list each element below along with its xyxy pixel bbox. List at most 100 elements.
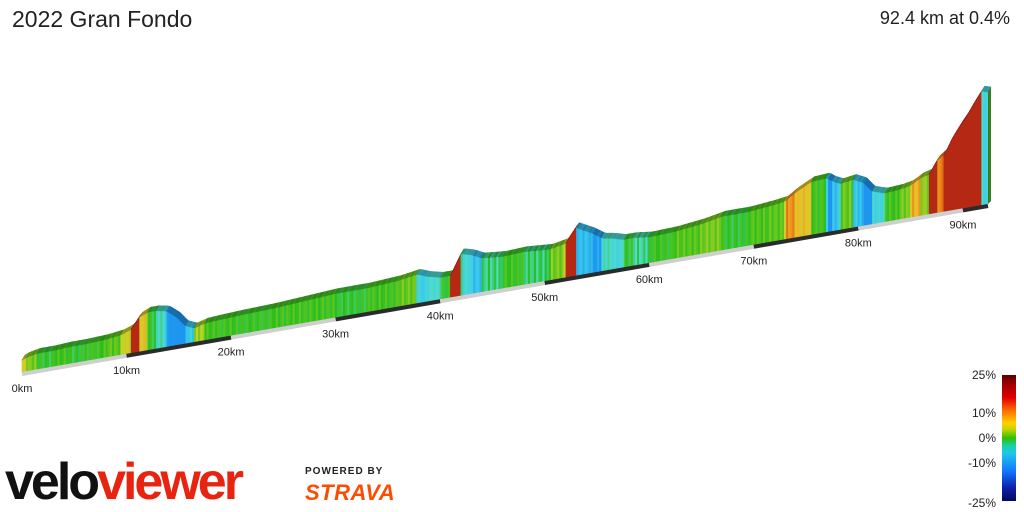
profile-band	[599, 236, 602, 272]
profile-band	[164, 310, 168, 348]
profile-band	[788, 196, 791, 240]
profile-band	[389, 281, 392, 309]
profile-band	[611, 237, 615, 270]
profile-band	[219, 318, 222, 339]
profile-band	[372, 285, 376, 312]
profile-band	[926, 173, 930, 215]
tick-label: 90km	[949, 219, 976, 231]
profile-band	[349, 290, 353, 316]
profile-band	[156, 310, 159, 349]
profile-band	[416, 274, 420, 304]
profile-band	[435, 276, 439, 301]
profile-band	[641, 236, 644, 265]
chart-title: 2022 Gran Fondo	[12, 6, 193, 32]
profile-band	[27, 355, 31, 372]
profile-band	[82, 343, 86, 362]
profile-band	[861, 181, 865, 227]
profile-band	[966, 110, 970, 209]
profile-band	[830, 179, 833, 232]
profile-band	[729, 214, 733, 250]
profile-band	[767, 205, 770, 243]
strava-logo[interactable]: STRAVA	[305, 480, 396, 505]
profile-band	[46, 350, 50, 368]
profile-band	[624, 238, 628, 268]
profile-band	[899, 188, 903, 220]
profile-band	[468, 254, 472, 295]
profile-band	[838, 182, 842, 231]
profile-band	[924, 174, 928, 216]
profile-band	[813, 180, 817, 235]
profile-band	[630, 237, 634, 267]
profile-band	[191, 327, 195, 343]
profile-band	[672, 231, 676, 260]
profile-band	[907, 185, 911, 219]
profile-band	[718, 216, 722, 252]
ground-segment	[648, 244, 755, 267]
profile-band	[166, 310, 170, 348]
profile-band	[565, 238, 569, 278]
tick-label: 80km	[845, 238, 872, 250]
profile-band	[920, 176, 924, 217]
profile-band	[137, 316, 140, 353]
profile-band	[741, 212, 745, 248]
profile-band	[563, 242, 567, 279]
profile-band	[105, 338, 109, 358]
profile-band	[48, 350, 52, 368]
profile-band	[561, 243, 565, 279]
profile-band	[44, 351, 48, 369]
profile-band	[210, 320, 214, 340]
profile-band	[916, 178, 920, 217]
profile-band	[466, 253, 470, 295]
profile-band	[744, 211, 747, 247]
profile-band	[99, 339, 103, 359]
profile-band	[643, 236, 647, 265]
profile-band	[204, 322, 208, 341]
profile-band	[424, 275, 428, 303]
profile-band	[849, 179, 852, 229]
profile-band	[510, 253, 514, 288]
profile-band	[529, 250, 533, 284]
profile-band	[555, 245, 558, 280]
profile-band	[254, 311, 258, 332]
profile-band	[590, 232, 594, 274]
profile-band	[821, 178, 825, 234]
profile-band	[928, 169, 932, 215]
profile-band	[811, 180, 815, 236]
profile-band	[332, 293, 336, 319]
veloviewer-logo[interactable]: veloviewer	[5, 453, 244, 511]
profile-band	[651, 235, 655, 263]
profile-band	[387, 282, 390, 309]
profile-band	[939, 155, 943, 213]
profile-band	[777, 202, 781, 241]
profile-band	[487, 257, 491, 292]
profile-band	[277, 306, 281, 328]
profile-band	[567, 235, 571, 278]
profile-band	[290, 303, 294, 326]
profile-band	[21, 358, 25, 373]
profile-band	[521, 251, 525, 286]
profile-band	[727, 214, 731, 250]
profile-band	[905, 185, 909, 219]
profile-band	[605, 237, 609, 271]
profile-band	[492, 256, 495, 291]
profile-band	[893, 189, 896, 221]
profile-band	[622, 238, 626, 268]
profile-band	[374, 285, 378, 312]
profile-band	[962, 117, 966, 209]
profile-band	[382, 283, 386, 310]
profile-band	[712, 218, 716, 253]
profile-band	[603, 237, 607, 272]
profile-band	[403, 277, 407, 306]
profile-band	[725, 214, 728, 251]
profile-band	[949, 138, 953, 211]
profile-band	[660, 233, 663, 262]
profile-band	[781, 201, 785, 241]
profile-band	[70, 345, 73, 364]
profile-band	[324, 295, 327, 320]
profile-band	[376, 284, 380, 311]
profile-band	[573, 226, 577, 277]
scale-label-25: 25%	[971, 368, 996, 382]
profile-band	[391, 281, 395, 309]
profile-band	[57, 348, 61, 367]
profile-band	[846, 180, 850, 229]
